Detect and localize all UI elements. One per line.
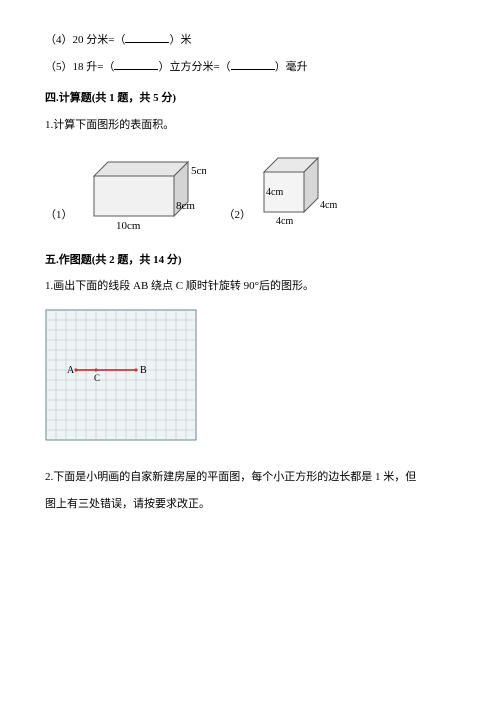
figure-1-num: （1）: [45, 205, 73, 232]
figure-2-group: （2） 4cm 4cm 4cm: [224, 150, 345, 232]
section-5-title: 五.作图题(共 2 题，共 14 分): [45, 250, 455, 271]
svg-text:C: C: [94, 373, 100, 383]
section-5-q1: 1.画出下面的线段 AB 绕点 C 顺时针旋转 90°后的图形。: [45, 276, 455, 297]
svg-text:4cm: 4cm: [320, 200, 337, 211]
grid-figure: A B C: [45, 309, 455, 449]
svg-text:5cm: 5cm: [191, 165, 206, 177]
figures-row: （1） 5cm 8cm 10cm （2） 4cm 4cm 4cm: [45, 150, 455, 232]
q5-part-b: ）立方分米=（: [158, 61, 230, 73]
svg-text:4cm: 4cm: [276, 216, 293, 227]
question-5: （5）18 升=（ ）立方分米=（ ）毫升: [45, 57, 455, 78]
svg-text:4cm: 4cm: [266, 187, 283, 198]
figure-2-num: （2）: [224, 205, 252, 232]
question-4: （4）20 分米=（ ）米: [45, 30, 455, 51]
q4-part-b: ）米: [169, 34, 191, 46]
figure-2-cube: 4cm 4cm 4cm: [254, 150, 344, 232]
svg-text:A: A: [67, 365, 75, 376]
section-5-q2-line2: 图上有三处错误，请按要求改正。: [45, 494, 455, 515]
q5-part-c: ）毫升: [275, 61, 308, 73]
figure-1-group: （1） 5cm 8cm 10cm: [45, 154, 206, 232]
q4-part-a: 20 分米=（: [73, 34, 126, 46]
section-4-title: 四.计算题(共 1 题，共 5 分): [45, 88, 455, 109]
figure-1-prism: 5cm 8cm 10cm: [76, 154, 206, 232]
svg-text:10cm: 10cm: [116, 220, 141, 232]
svg-text:8cm: 8cm: [176, 200, 195, 212]
q5-part-a: 18 升=（: [73, 61, 115, 73]
q5-blank-2[interactable]: [231, 58, 275, 70]
q5-blank-1[interactable]: [114, 58, 158, 70]
q5-num: （5）: [45, 61, 73, 73]
section-4-q1: 1.计算下面图形的表面积。: [45, 115, 455, 136]
section-5-q2-line1: 2.下面是小明画的自家新建房屋的平面图，每个小正方形的边长都是 1 米，但: [45, 467, 455, 488]
svg-text:B: B: [140, 365, 147, 376]
grid-svg: A B C: [45, 309, 197, 441]
q4-num: （4）: [45, 34, 73, 46]
q4-blank-1[interactable]: [125, 31, 169, 43]
